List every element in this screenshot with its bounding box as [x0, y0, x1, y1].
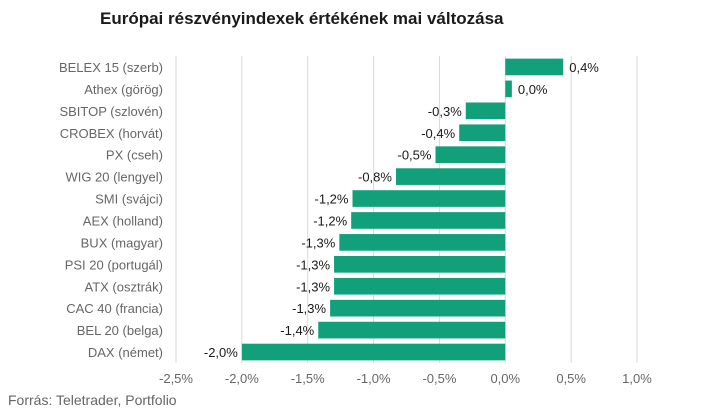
x-tick-label: -2,0%	[225, 371, 259, 386]
bars	[241, 58, 564, 361]
data-label: -1,3%	[292, 301, 326, 316]
x-tick-label: 0,0%	[490, 371, 520, 386]
bar	[351, 212, 506, 229]
data-label: -0,8%	[358, 170, 392, 185]
bar	[465, 102, 506, 120]
category-label: CAC 40 (francia)	[66, 301, 163, 316]
data-label: -0,3%	[428, 104, 462, 119]
data-label: -2,0%	[204, 345, 238, 360]
bar	[334, 255, 506, 273]
category-label: SBITOP (szlovén)	[59, 104, 163, 119]
bar	[505, 80, 512, 98]
grid-lines	[175, 56, 638, 363]
category-label: PSI 20 (portugál)	[65, 257, 163, 272]
source-note: Forrás: Teletrader, Portfolio	[8, 392, 177, 408]
category-label: BUX (magyar)	[81, 235, 163, 250]
category-label: ATX (osztrák)	[85, 279, 164, 294]
category-labels: BELEX 15 (szerb) Athex (görög) SBITOP (szl…	[59, 60, 163, 360]
data-label: 0,4%	[569, 60, 599, 75]
x-tick-label: -1,5%	[291, 371, 325, 386]
bar	[339, 234, 506, 251]
data-label: -1,3%	[296, 279, 330, 294]
category-label: Athex (görög)	[84, 82, 163, 97]
category-label: DAX (német)	[88, 345, 163, 360]
bar	[318, 321, 506, 339]
data-label: -1,4%	[280, 323, 314, 338]
data-label: -0,5%	[398, 148, 432, 163]
category-label: SMI (svájci)	[95, 192, 163, 207]
x-tick-label: -0,5%	[422, 371, 456, 386]
data-labels: 0,4% 0,0% -0,3% -0,4% -0,5% -0,8% -1,2% -1,2% -1…	[204, 60, 599, 360]
data-label: -1,2%	[315, 192, 349, 207]
x-tick-label: 0,5%	[556, 371, 586, 386]
bar	[330, 299, 506, 317]
category-label: BELEX 15 (szerb)	[59, 60, 163, 75]
category-label: PX (cseh)	[106, 148, 163, 163]
bar	[352, 190, 506, 207]
x-axis-tick-labels: -2,5% -2,0% -1,5% -1,0% -0,5% 0,0% 0,5% 1,0%	[159, 371, 652, 386]
category-label: CROBEX (horvát)	[60, 126, 163, 141]
data-label: -1,2%	[313, 213, 347, 228]
data-label: -1,3%	[296, 257, 330, 272]
bar	[334, 277, 506, 295]
bar	[505, 58, 564, 76]
bar	[459, 124, 506, 142]
bar	[395, 168, 506, 185]
chart-title: Európai részvényindexek értékének mai vá…	[100, 9, 504, 28]
x-tick-label: 1,0%	[622, 371, 652, 386]
x-tick-label: -2,5%	[159, 371, 193, 386]
category-label: AEX (holland)	[83, 213, 163, 228]
x-tick-label: -1,0%	[357, 371, 391, 386]
data-label: -1,3%	[301, 235, 335, 250]
bar	[435, 146, 506, 164]
bar	[241, 343, 506, 361]
data-label: 0,0%	[518, 82, 548, 97]
data-label: -0,4%	[421, 126, 455, 141]
category-label: WIG 20 (lengyel)	[65, 170, 163, 185]
category-label: BEL 20 (belga)	[77, 323, 163, 338]
